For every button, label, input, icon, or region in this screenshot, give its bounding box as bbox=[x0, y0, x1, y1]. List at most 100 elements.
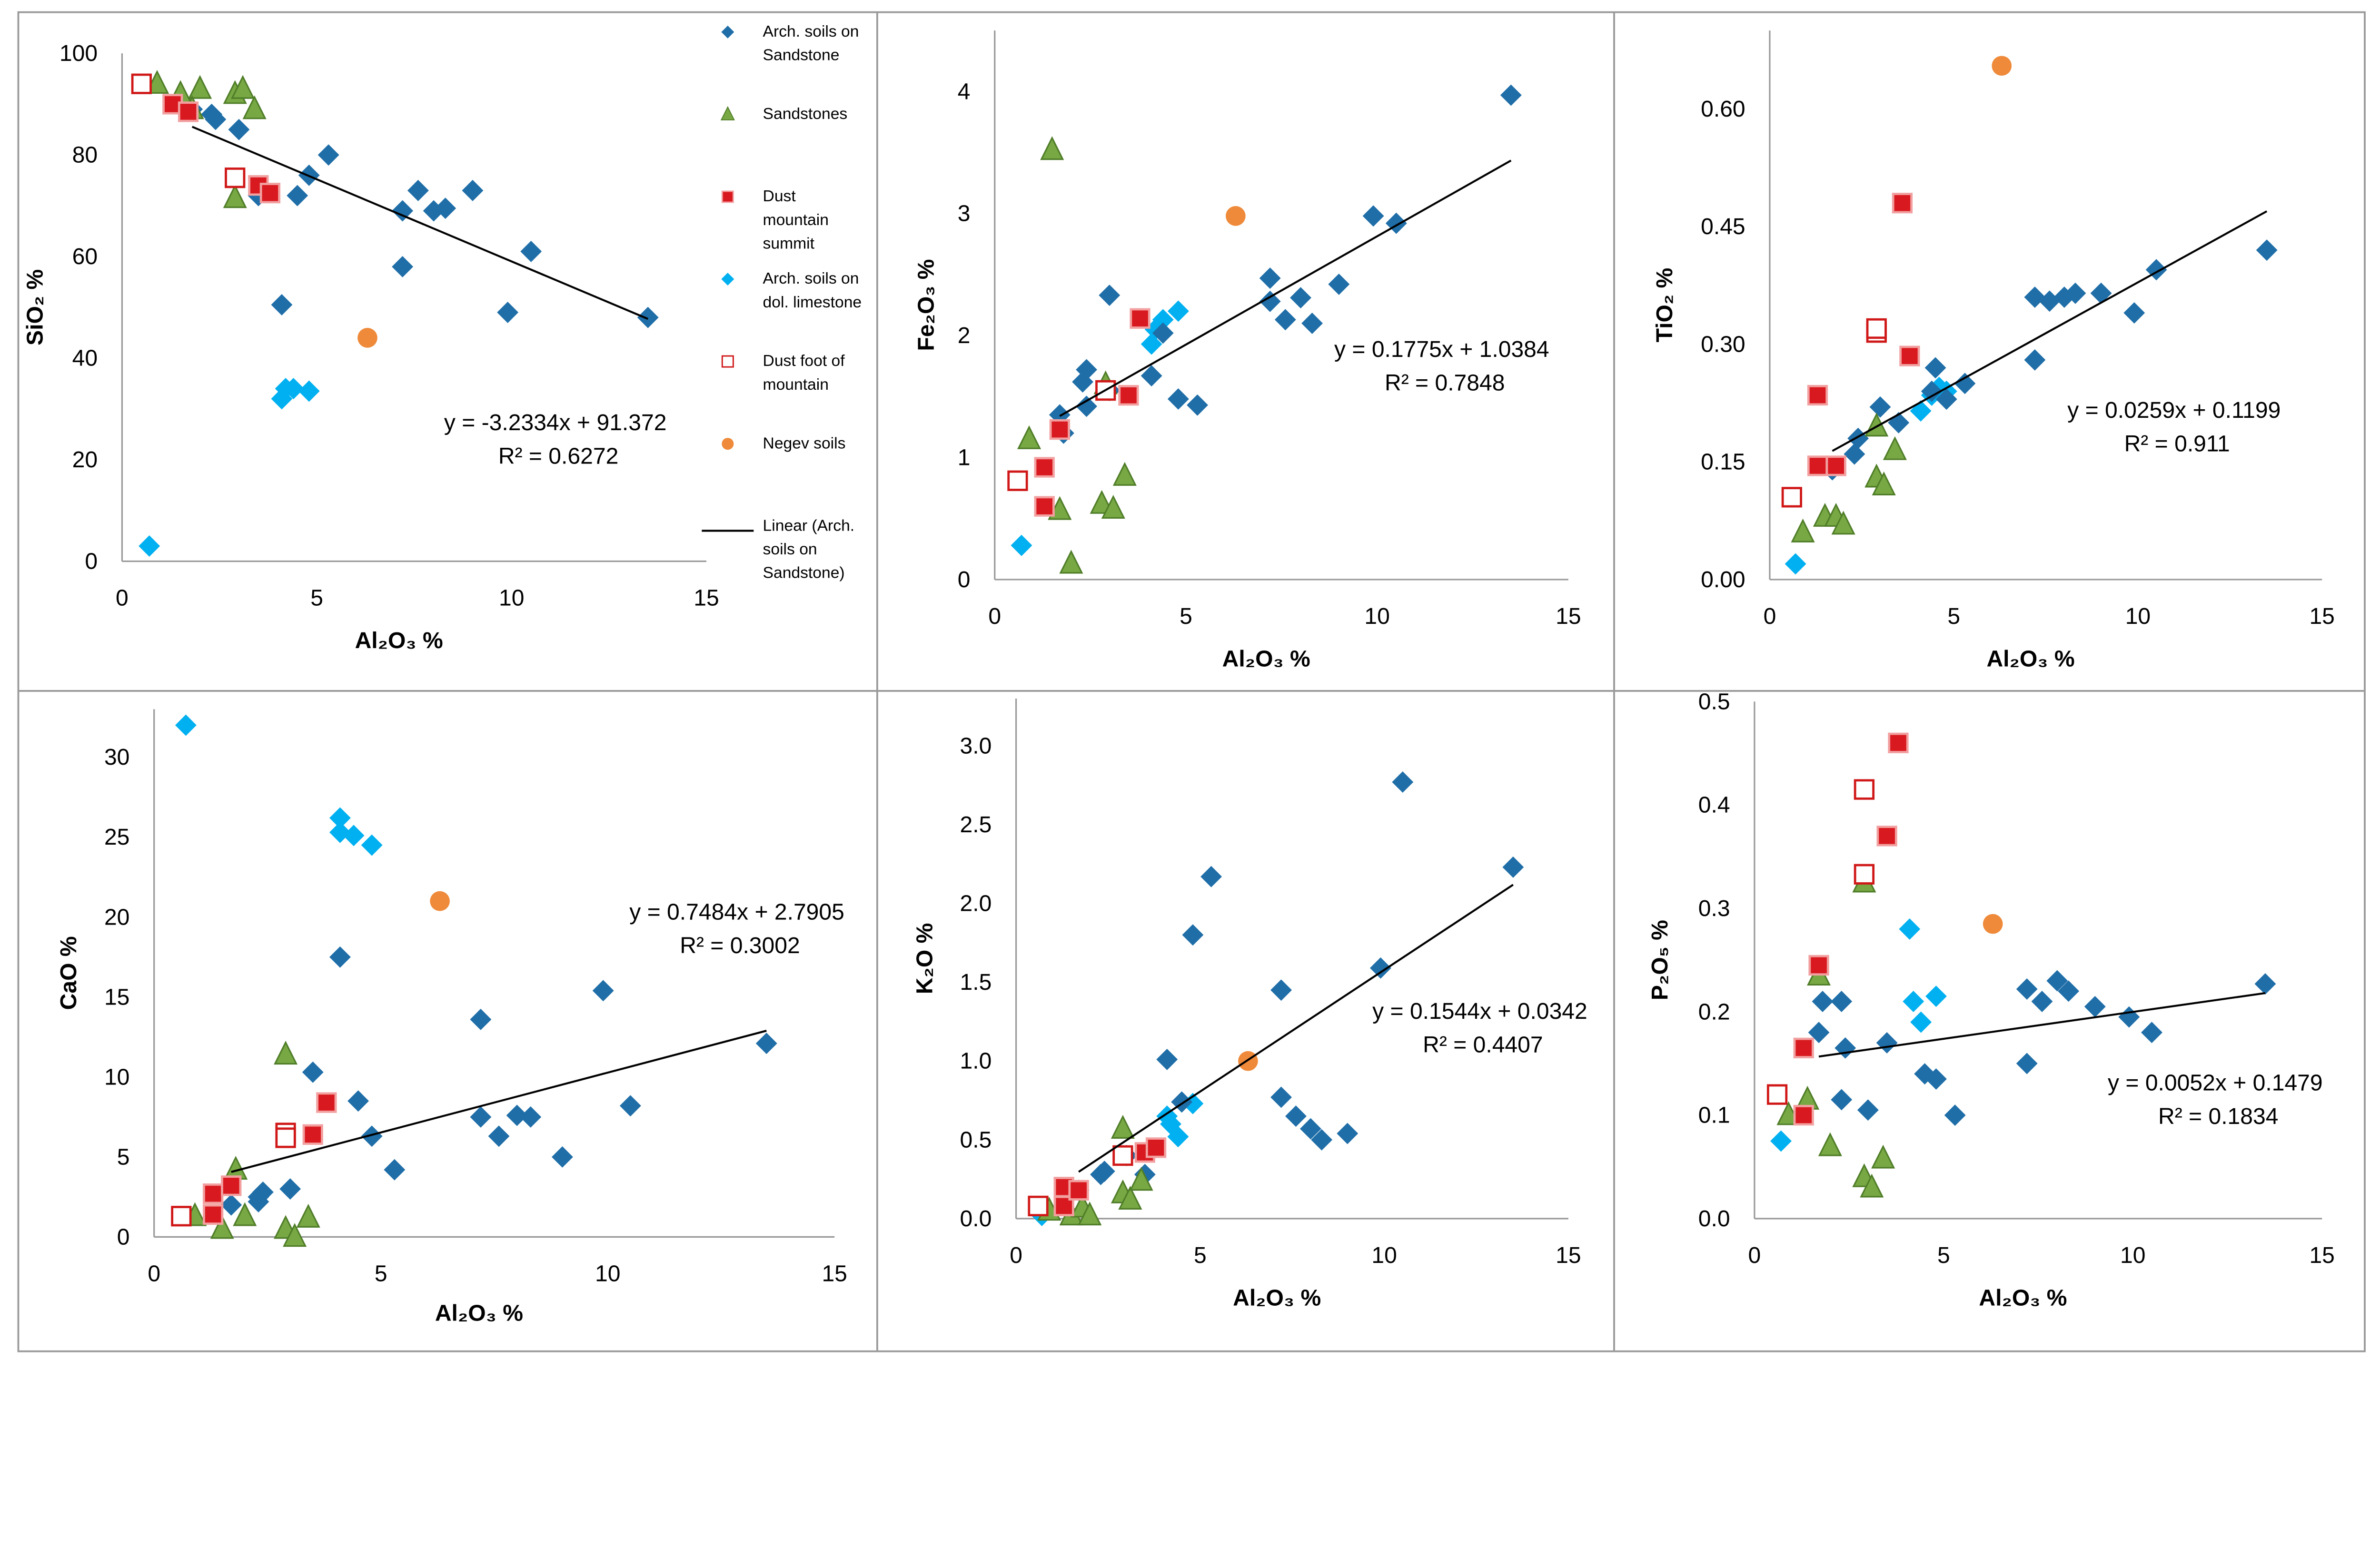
y-tick-label: 0 bbox=[85, 549, 98, 574]
legend-label: Dust foot of bbox=[763, 352, 845, 370]
point-arch-sandstone bbox=[2118, 1006, 2140, 1028]
chart-2: 0 5 10 15 0 1 2 3 4 Al₂O₃ % Fe₂O₃ % y = 0.1775x + 1… bbox=[913, 30, 1581, 672]
y-tick-label: 10 bbox=[104, 1064, 129, 1090]
x-tick-label: 0 bbox=[116, 585, 129, 611]
panel-borders bbox=[17, 11, 2366, 1352]
point-dust-summit bbox=[1145, 1137, 1167, 1158]
x-tick-label: 0 bbox=[988, 603, 1001, 629]
point-sandstones bbox=[1860, 1173, 1884, 1198]
point-arch-sandstone bbox=[435, 197, 456, 219]
x-tick-label: 5 bbox=[310, 585, 323, 611]
point-dust-foot bbox=[1028, 1195, 1049, 1217]
legend-label: Arch. soils on bbox=[763, 23, 859, 40]
point-arch-sandstone bbox=[279, 1178, 301, 1200]
point-dust-foot bbox=[1007, 470, 1028, 491]
x-tick-label: 15 bbox=[1556, 603, 1581, 629]
legend-marker bbox=[720, 106, 735, 120]
y-tick-label: 5 bbox=[117, 1144, 130, 1170]
point-arch-sandstone bbox=[497, 302, 519, 323]
point-dol-limestone bbox=[1011, 534, 1032, 556]
y-tick-label: 2.5 bbox=[960, 812, 992, 838]
point-dol-limestone bbox=[1910, 400, 1932, 422]
x-tick-label: 15 bbox=[822, 1261, 847, 1286]
point-arch-sandstone bbox=[329, 946, 351, 968]
point-dust-summit bbox=[1892, 193, 1913, 214]
y-tick-label: 25 bbox=[104, 824, 129, 850]
point-negev bbox=[1983, 914, 2003, 934]
trend-equation: y = -3.2334x + 91.372 bbox=[444, 410, 667, 435]
point-sandstones bbox=[188, 75, 212, 99]
point-arch-sandstone bbox=[1925, 1068, 1947, 1090]
trend-r-squared: R² = 0.911 bbox=[2124, 431, 2230, 457]
y-tick-label: 0.1 bbox=[1698, 1103, 1730, 1128]
point-arch-sandstone bbox=[1076, 395, 1097, 417]
point-sandstones bbox=[1864, 413, 1889, 437]
trend-line bbox=[1832, 210, 2268, 452]
y-tick-label: 1.0 bbox=[960, 1048, 992, 1074]
legend-label: mountain bbox=[763, 376, 829, 394]
point-arch-sandstone bbox=[2141, 1022, 2162, 1044]
point-dust-summit bbox=[202, 1183, 224, 1204]
point-negev bbox=[430, 891, 450, 911]
point-arch-sandstone bbox=[1099, 285, 1121, 306]
point-arch-sandstone bbox=[1290, 287, 1311, 309]
y-tick-label: 0.5 bbox=[1698, 689, 1730, 714]
y-tick-label: 0.45 bbox=[1701, 214, 1745, 239]
point-dust-summit bbox=[1034, 457, 1055, 478]
point-dust-foot bbox=[1854, 779, 1875, 800]
legend-item-sandstones: Sandstones bbox=[720, 105, 847, 123]
point-arch-sandstone bbox=[592, 980, 614, 1002]
point-dust-summit bbox=[1825, 455, 1846, 476]
point-dust-summit bbox=[1793, 1037, 1814, 1058]
point-dust-foot bbox=[275, 1127, 296, 1148]
point-arch-sandstone bbox=[2123, 302, 2145, 324]
point-arch-sandstone bbox=[1270, 979, 1292, 1001]
trend-line bbox=[231, 1030, 767, 1173]
point-dust-summit bbox=[202, 1204, 224, 1225]
point-sandstones bbox=[283, 1223, 307, 1247]
chart-1: 0 5 10 15 0 20 40 60 80 100 Al₂O₃ % SiO₂ % y = -3.23… bbox=[22, 40, 719, 653]
point-arch-sandstone bbox=[755, 1033, 777, 1054]
point-dol-limestone bbox=[361, 834, 383, 856]
point-arch-sandstone bbox=[1847, 427, 1869, 449]
x-axis-label: Al₂O₃ % bbox=[1233, 1285, 1321, 1311]
x-tick-label: 10 bbox=[2120, 1242, 2145, 1268]
point-arch-sandstone bbox=[2039, 290, 2061, 312]
y-axis-label: TiO₂ % bbox=[1652, 268, 1677, 343]
y-tick-label: 4 bbox=[958, 79, 971, 104]
point-sandstones bbox=[1883, 436, 1907, 460]
y-tick-label: 60 bbox=[72, 244, 98, 269]
point-arch-sandstone bbox=[1944, 1104, 1966, 1126]
point-arch-sandstone bbox=[2016, 978, 2038, 1000]
point-arch-sandstone bbox=[488, 1125, 510, 1147]
point-dust-summit bbox=[221, 1175, 242, 1196]
legend-marker bbox=[721, 190, 734, 203]
trend-equation: y = 0.1775x + 1.0384 bbox=[1334, 336, 1549, 362]
point-dust-foot bbox=[225, 168, 246, 188]
legend-label: dol. limestone bbox=[763, 294, 862, 311]
x-tick-label: 5 bbox=[1937, 1242, 1950, 1268]
x-axis-label: Al₂O₃ % bbox=[1222, 646, 1310, 672]
point-dust-foot bbox=[1766, 1084, 1788, 1105]
point-negev bbox=[357, 328, 377, 348]
point-arch-sandstone bbox=[1200, 866, 1222, 887]
point-dust-summit bbox=[1068, 1180, 1089, 1201]
trend-equation: y = 0.0052x + 0.1479 bbox=[2108, 1070, 2323, 1096]
x-tick-label: 15 bbox=[1556, 1242, 1581, 1268]
x-tick-label: 5 bbox=[1180, 603, 1192, 629]
point-arch-sandstone bbox=[2024, 349, 2046, 371]
legend-item-negev: Negev soils bbox=[722, 434, 845, 452]
x-tick-label: 0 bbox=[1748, 1242, 1761, 1268]
point-arch-sandstone bbox=[2090, 282, 2112, 304]
point-dust-summit bbox=[1049, 419, 1070, 440]
point-arch-sandstone bbox=[302, 1061, 324, 1083]
point-dust-summit bbox=[1808, 955, 1829, 976]
y-axis-label: K₂O % bbox=[912, 923, 937, 995]
point-dust-foot bbox=[171, 1206, 192, 1227]
point-negev bbox=[1992, 56, 2012, 76]
point-dust-summit bbox=[1888, 732, 1909, 753]
point-arch-sandstone bbox=[205, 108, 227, 130]
trend-r-squared: R² = 0.1834 bbox=[2158, 1104, 2279, 1129]
point-arch-sandstone bbox=[347, 1090, 369, 1112]
y-tick-label: 0.4 bbox=[1698, 792, 1730, 818]
